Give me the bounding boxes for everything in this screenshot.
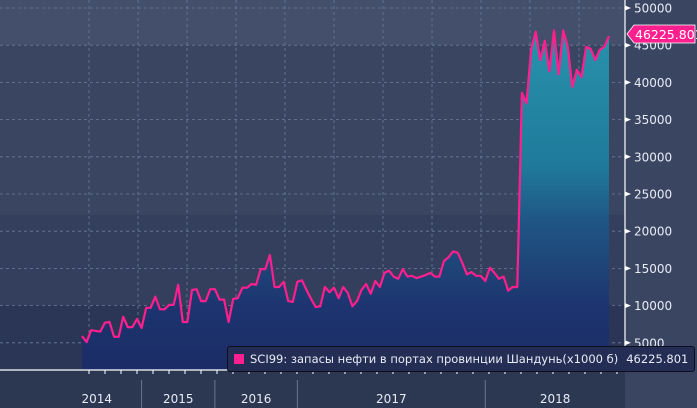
legend: SCI99: запасы нефти в портах провинции Ш… [227,346,696,372]
y-tick-mark [625,191,631,197]
background-band [0,370,625,408]
y-tick-label: 35000 [634,113,672,127]
y-tick-mark [625,5,631,11]
legend-label: SCI99: запасы нефти в портах провинции Ш… [250,352,619,366]
x-year-label: 2014 [82,392,113,406]
y-tick-label: 40000 [634,76,672,90]
last-value-marker: 46225.801 [626,24,697,44]
y-tick-label: 50000 [634,2,672,16]
y-tick-mark [625,228,631,234]
y-tick-mark [625,265,631,271]
y-tick-mark [625,154,631,160]
legend-swatch [234,354,244,364]
x-year-label: 2018 [540,392,571,406]
y-tick-mark [625,79,631,85]
x-axis-labels: 2014 2015 2016 2017 2018 [82,380,571,408]
series-line [81,29,611,344]
y-tick-label: 25000 [634,188,672,202]
axis-background [625,0,697,408]
background-band [0,0,625,45]
y-tick-label: 15000 [634,262,672,276]
x-year-label: 2016 [241,392,272,406]
last-value-label: 46225.801 [635,27,697,42]
x-year-label: 2015 [163,392,194,406]
y-tick-mark [625,303,631,309]
x-year-label: 2017 [376,392,407,406]
y-tick-mark [625,340,631,346]
y-tick-label: 30000 [634,150,672,164]
series-area [82,30,609,371]
legend-value: 46225.801 [626,352,689,366]
y-tick-mark [625,42,631,48]
y-tick-label: 20000 [634,225,672,239]
last-value-badge [626,24,696,44]
y-tick-label: 10000 [634,299,672,313]
y-tick-mark [625,117,631,123]
